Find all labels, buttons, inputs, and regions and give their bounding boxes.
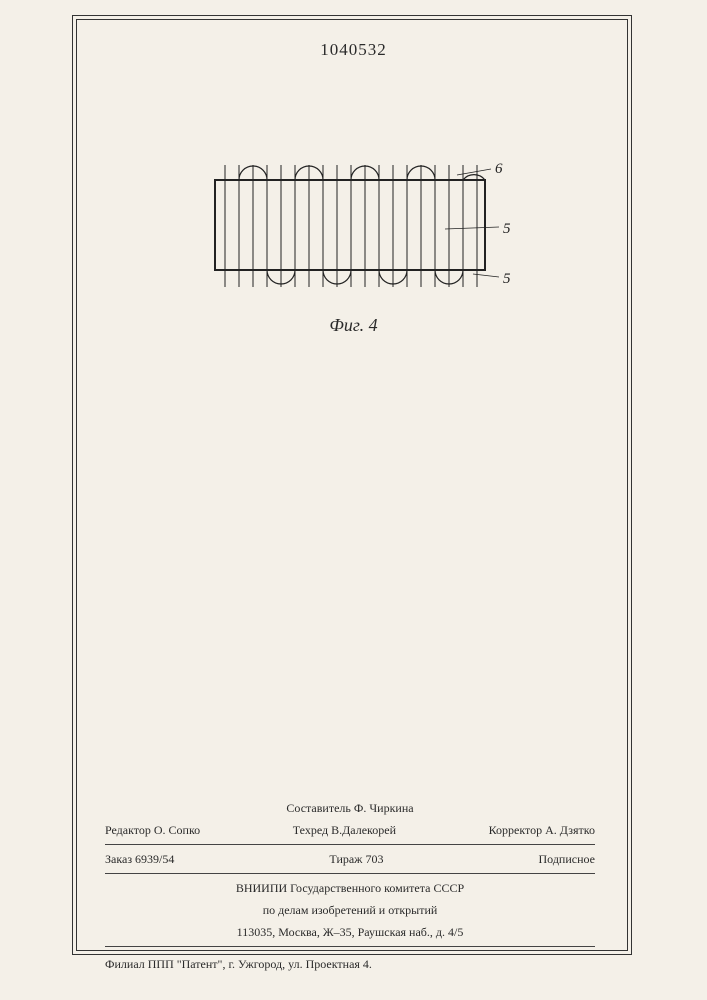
coil-body-rect: [215, 180, 485, 270]
figure-4: 6 5 5: [205, 155, 505, 335]
colophon-rule-2: [105, 873, 595, 874]
colophon-order: Заказ 6939/54: [105, 850, 174, 868]
colophon-subscription: Подписное: [539, 850, 596, 868]
colophon-editor: Редактор О. Сопко: [105, 821, 200, 839]
winding-verticals: [225, 165, 477, 287]
figure-label-5a: 5: [503, 221, 511, 237]
colophon-techred: Техред В.Далекорей: [293, 821, 396, 839]
footer-line: Филиал ППП "Патент", г. Ужгород, ул. Про…: [105, 957, 595, 972]
figure-svg: 6 5 5: [205, 155, 515, 305]
figure-label-6: 6: [495, 161, 503, 177]
colophon-rule-1: [105, 844, 595, 845]
colophon-staff-row: Редактор О. Сопко Техред В.Далекорей Кор…: [105, 819, 595, 841]
document-number: 1040532: [0, 40, 707, 60]
label-leaders: [445, 169, 499, 277]
colophon-tirazh: Тираж 703: [329, 850, 383, 868]
colophon-block: Составитель Ф. Чиркина Редактор О. Сопко…: [105, 797, 595, 950]
colophon-org1: ВНИИПИ Государственного комитета СССР: [105, 877, 595, 899]
colophon-rule-3: [105, 946, 595, 947]
page: 1040532: [0, 0, 707, 1000]
colophon-print-row: Заказ 6939/54 Тираж 703 Подписное: [105, 848, 595, 870]
colophon-corrector: Корректор А. Дзятко: [489, 821, 595, 839]
colophon-org2: по делам изобретений и открытий: [105, 899, 595, 921]
colophon-compiler: Составитель Ф. Чиркина: [105, 797, 595, 819]
winding-top-arcs: [239, 166, 485, 180]
figure-label-5b: 5: [503, 271, 511, 287]
colophon-address: 113035, Москва, Ж–35, Раушская наб., д. …: [105, 921, 595, 943]
figure-caption: Фиг. 4: [0, 315, 707, 336]
